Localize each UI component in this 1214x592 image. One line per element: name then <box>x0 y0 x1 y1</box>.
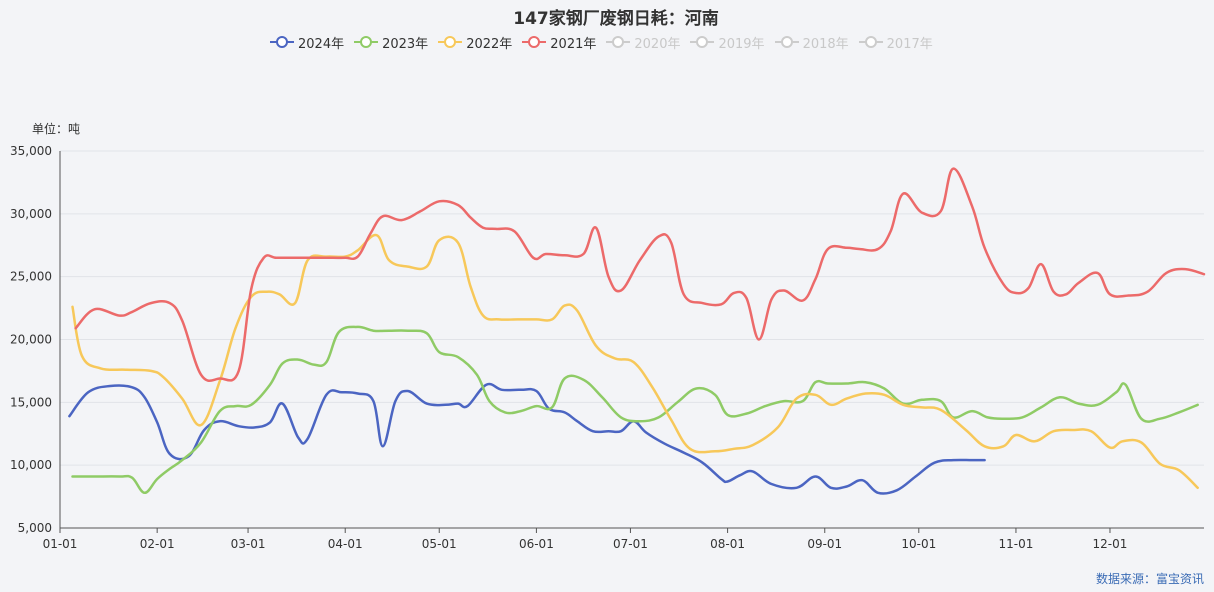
grid-lines <box>60 150 1204 466</box>
legend-marker-icon <box>354 36 379 48</box>
x-tick-label: 09-01 <box>807 537 842 551</box>
y-tick-label: 15,000 <box>10 395 52 409</box>
legend-item[interactable]: 2022年 <box>438 33 512 52</box>
x-tick-label: 04-01 <box>328 537 363 551</box>
legend-marker-icon <box>858 36 883 48</box>
legend-label: 2021年 <box>550 36 597 52</box>
y-tick-label: 35,000 <box>10 144 52 158</box>
y-axis-unit-label: 单位：吨 <box>32 122 81 136</box>
y-tick-label: 25,000 <box>10 270 52 284</box>
series-line-1 <box>68 382 986 495</box>
legend-label: 2017年 <box>886 36 933 52</box>
x-tick-label: 10-01 <box>901 537 936 551</box>
axes: 5,000 10,000 15,000 20,000 25,000 30,000 35,00… <box>10 144 1204 551</box>
legend-marker-icon <box>606 36 631 48</box>
legend-label: 2018年 <box>802 36 849 52</box>
legend-label: 2019年 <box>718 36 765 52</box>
series-lines <box>68 167 1206 495</box>
legend-label: 2022年 <box>466 36 513 52</box>
x-tick-label: 12-01 <box>1093 537 1128 551</box>
legend-item[interactable]: 2021年 <box>522 33 596 52</box>
x-tick-label: 02-01 <box>140 537 175 551</box>
x-tick-label: 03-01 <box>231 537 266 551</box>
legend-item[interactable]: 2023年 <box>354 33 428 52</box>
x-tick-label: 08-01 <box>710 537 745 551</box>
legend-marker-icon <box>270 36 294 48</box>
legend-label: 2020年 <box>634 36 681 52</box>
legend-marker-icon <box>438 36 463 48</box>
legend-marker-icon <box>690 36 715 48</box>
legend-item[interactable]: 2018年 <box>774 33 849 52</box>
source-note: 数据来源：富宝资讯 <box>1095 572 1204 586</box>
series-line-4 <box>74 167 1206 382</box>
legend-item[interactable]: 2017年 <box>858 33 933 52</box>
y-tick-label: 20,000 <box>10 333 52 347</box>
legend-marker-icon <box>774 36 799 48</box>
legend-label: 2024年 <box>298 36 345 52</box>
legend-item[interactable]: 2020年 <box>606 33 680 52</box>
x-tick-label: 05-01 <box>422 537 457 551</box>
x-tick-label: 11-01 <box>999 537 1034 551</box>
y-tick-label: 30,000 <box>10 207 52 221</box>
series-line-2 <box>71 325 1199 495</box>
chart-legend: 2024年 2023年 2022年 2021年 2020年 2019年 2018年 2017年 <box>270 33 943 52</box>
y-tick-label: 10,000 <box>10 458 52 472</box>
legend-item[interactable]: 2024年 <box>270 33 344 52</box>
x-tick-label: 07-01 <box>613 537 648 551</box>
legend-marker-icon <box>522 36 547 48</box>
legend-label: 2023年 <box>382 36 429 52</box>
x-tick-label: 06-01 <box>519 537 554 551</box>
y-tick-label: 5,000 <box>18 521 52 535</box>
series-line-3 <box>71 233 1199 490</box>
chart-title: 147家钢厂废钢日耗：河南 <box>513 9 719 29</box>
legend-item[interactable]: 2019年 <box>690 33 765 52</box>
x-tick-label: 01-01 <box>43 537 78 551</box>
